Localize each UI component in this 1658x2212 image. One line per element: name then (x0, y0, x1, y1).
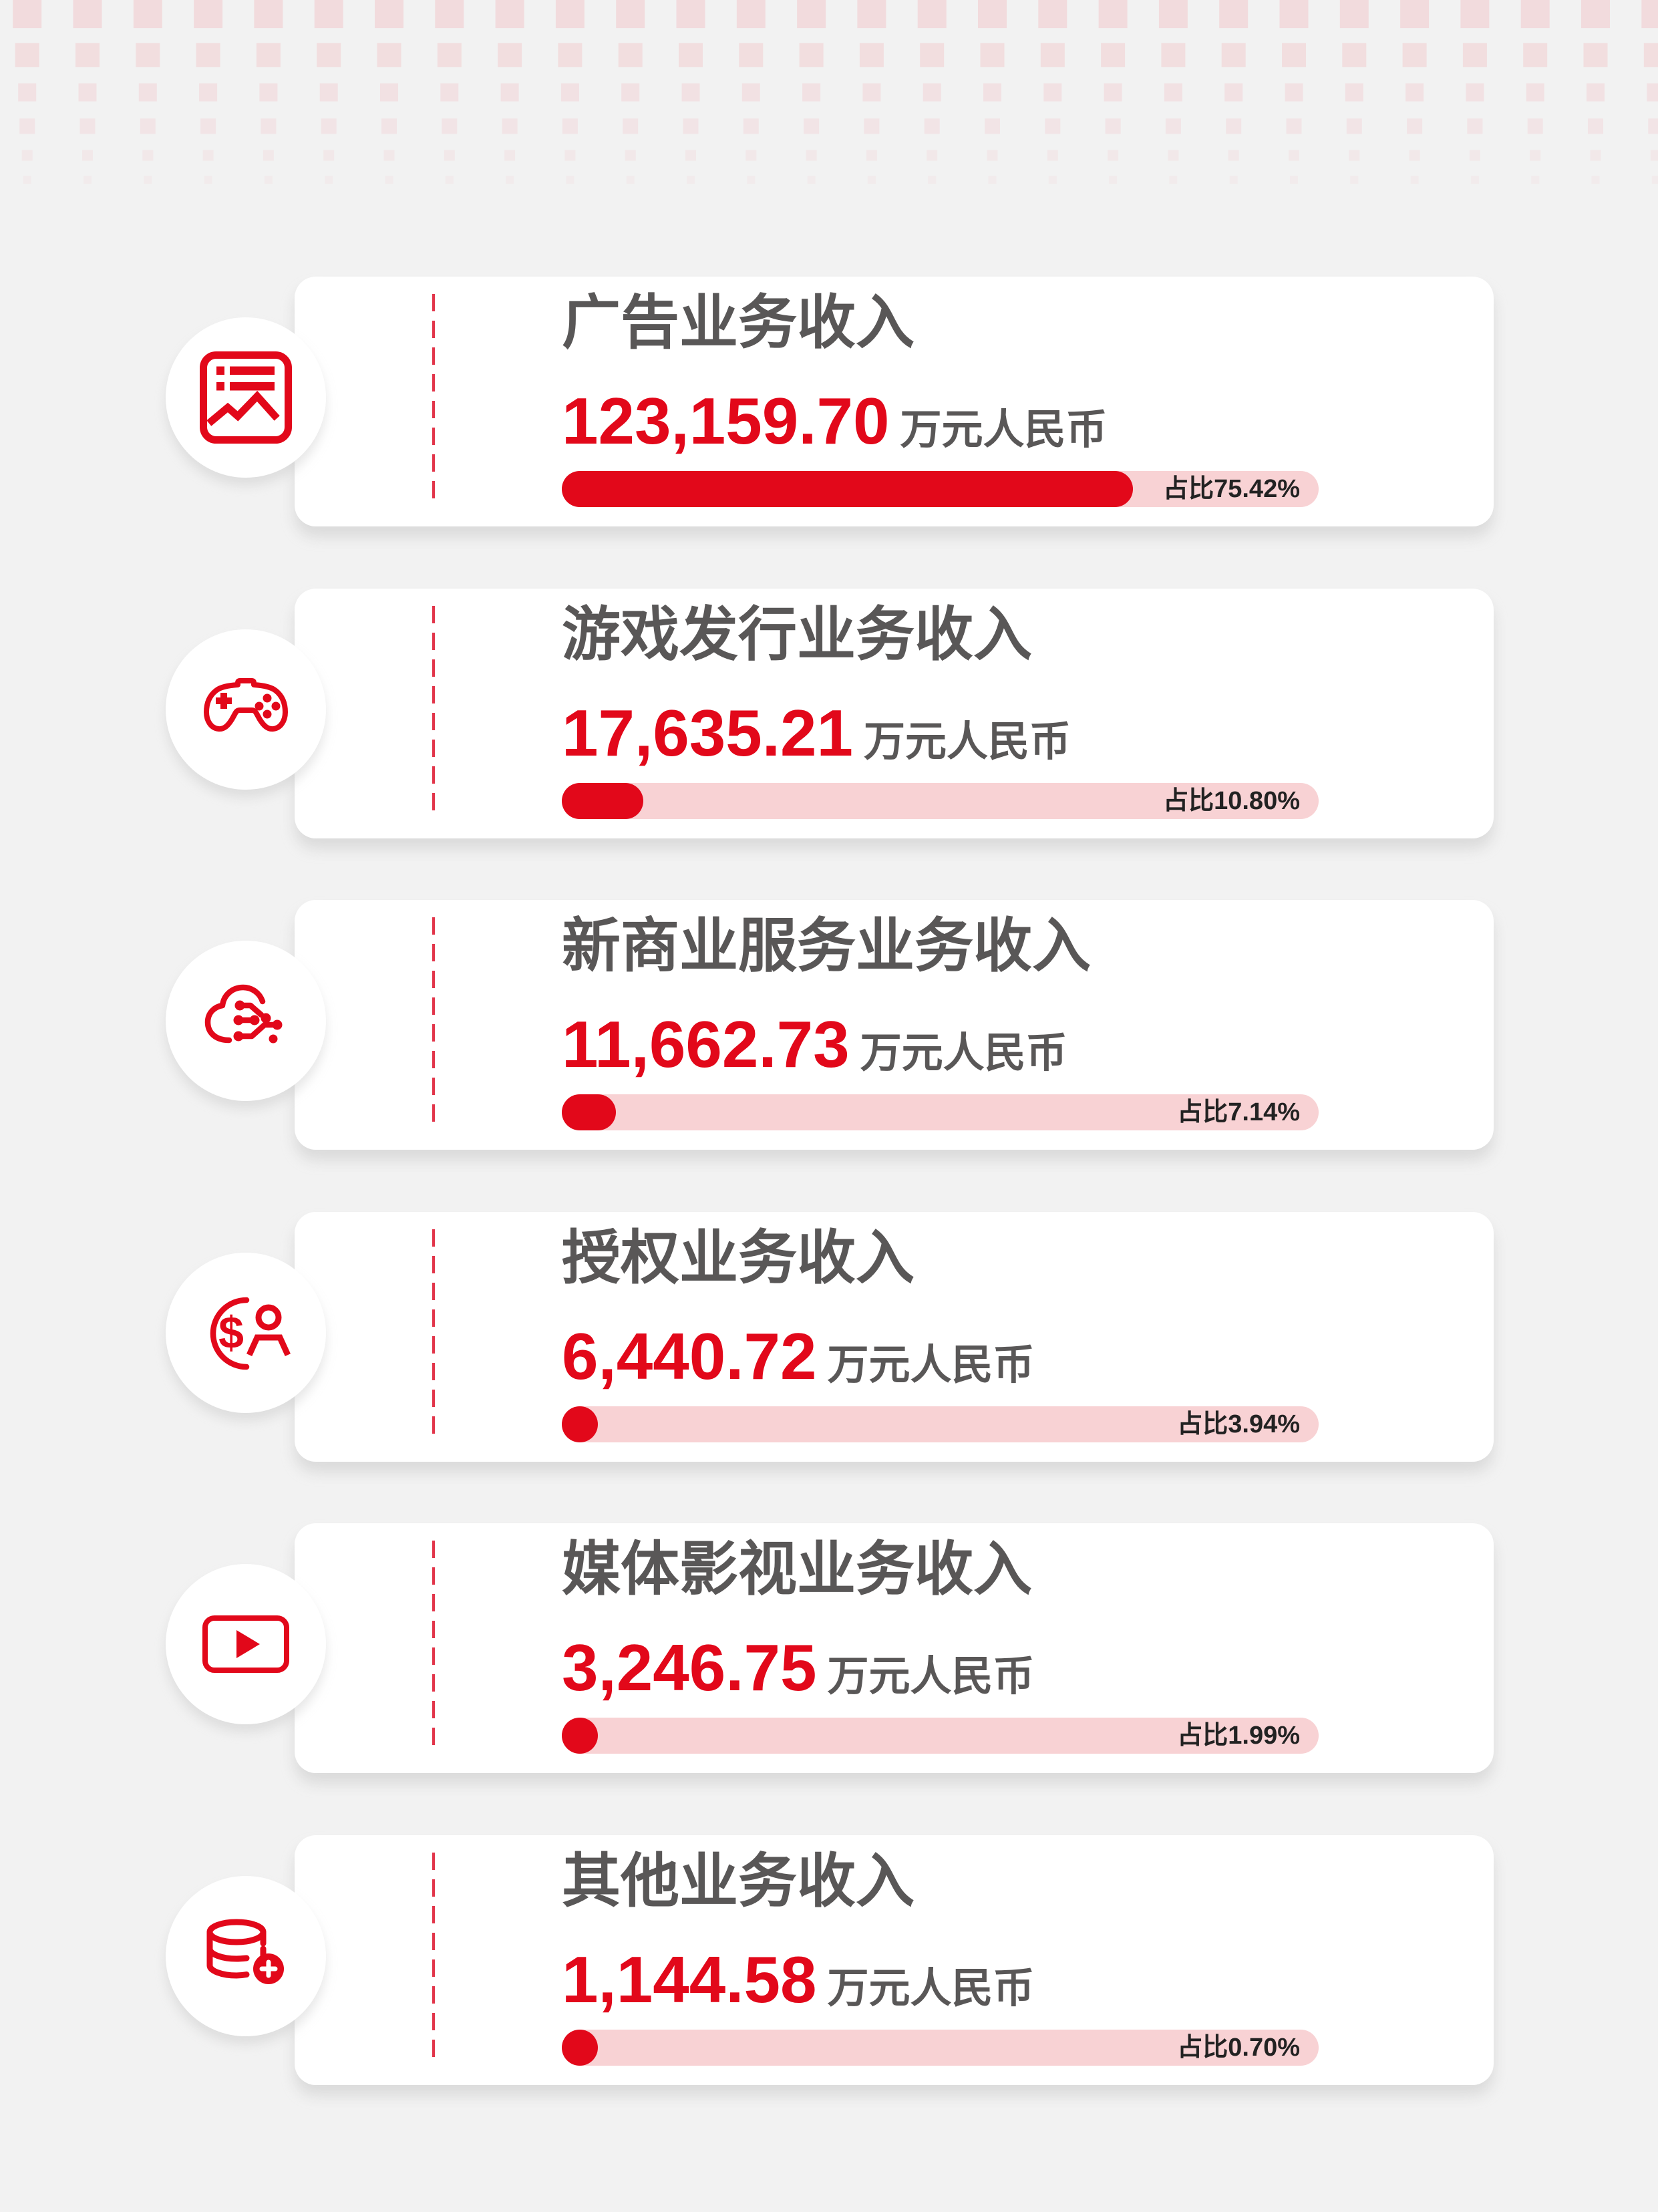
svg-text:$: $ (218, 1307, 244, 1358)
